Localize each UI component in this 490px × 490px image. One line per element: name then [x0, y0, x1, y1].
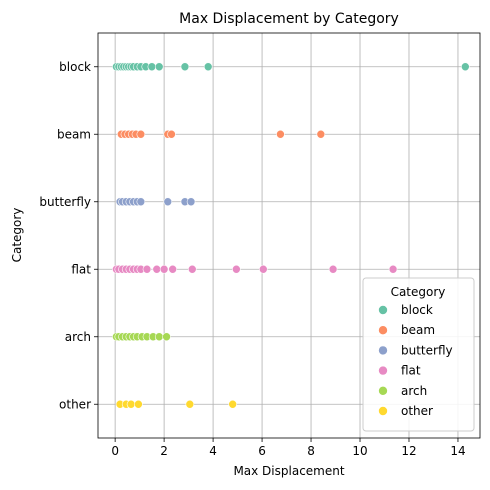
x-tick-label: 12	[401, 444, 416, 458]
data-point-flat	[187, 264, 197, 274]
data-point-flat	[328, 264, 338, 274]
x-axis-title: Max Displacement	[233, 464, 344, 478]
legend: Category block beam butterfly flat arch other	[362, 277, 475, 432]
y-tick-label: beam	[57, 127, 91, 141]
data-point-flat	[232, 264, 241, 274]
data-point-beam	[167, 129, 176, 139]
axis-ticks: 0 2 4 6 8 10 12 14 block beam butterfly flat arch oth…	[39, 60, 465, 458]
data-point-block	[203, 62, 213, 72]
data-point-other	[228, 399, 237, 409]
legend-marker-arch	[378, 385, 388, 396]
legend-title: Category	[391, 285, 446, 299]
data-point-block	[461, 62, 470, 72]
data-point-flat	[258, 264, 268, 274]
legend-label-arch: arch	[401, 384, 427, 398]
data-point-other	[185, 399, 195, 409]
y-tick-label: block	[59, 60, 91, 74]
legend-label-butterfly: butterfly	[401, 343, 453, 357]
y-tick-label: butterfly	[39, 195, 91, 209]
data-point-flat	[152, 264, 162, 274]
data-points	[112, 62, 470, 409]
legend-label-other: other	[401, 404, 433, 418]
data-point-flat	[142, 264, 152, 274]
data-point-beam	[316, 129, 326, 139]
y-tick-label: other	[59, 397, 91, 411]
x-tick-label: 6	[258, 444, 266, 458]
data-point-other	[126, 399, 136, 409]
data-point-arch	[154, 332, 164, 342]
legend-marker-block	[378, 305, 388, 315]
x-tick-label: 14	[450, 444, 465, 458]
y-tick-label: flat	[71, 262, 91, 276]
data-point-flat	[168, 264, 177, 274]
plot-frame	[97, 32, 481, 439]
x-tick-label: 8	[307, 444, 315, 458]
chart-title: Max Displacement by Category	[179, 11, 399, 27]
legend-label-beam: beam	[401, 323, 435, 337]
data-point-flat	[159, 264, 169, 274]
y-tick-label: arch	[65, 330, 91, 344]
legend-marker-beam	[378, 325, 388, 336]
data-point-flat	[388, 264, 398, 274]
x-tick-label: 0	[111, 444, 119, 458]
legend-label-flat: flat	[401, 364, 421, 378]
data-point-butterfly	[136, 197, 146, 207]
legend-box	[362, 277, 475, 432]
data-point-block	[154, 62, 164, 72]
data-point-block	[180, 62, 190, 72]
data-point-other	[134, 399, 143, 409]
data-point-butterfly	[186, 197, 196, 207]
legend-marker-flat	[378, 365, 388, 376]
y-axis-title: Category	[10, 208, 24, 263]
data-point-beam	[276, 129, 285, 139]
legend-marker-other	[378, 406, 388, 416]
data-point-block	[147, 62, 157, 72]
legend-items: block beam butterfly flat arch other	[378, 303, 453, 418]
x-tick-label: 2	[160, 444, 168, 458]
legend-label-block: block	[401, 303, 433, 317]
x-tick-label: 4	[209, 444, 217, 458]
x-tick-label: 10	[352, 444, 367, 458]
data-point-arch	[162, 332, 171, 342]
legend-marker-butterfly	[378, 345, 388, 356]
data-point-butterfly	[163, 197, 173, 207]
data-point-beam	[136, 129, 146, 139]
